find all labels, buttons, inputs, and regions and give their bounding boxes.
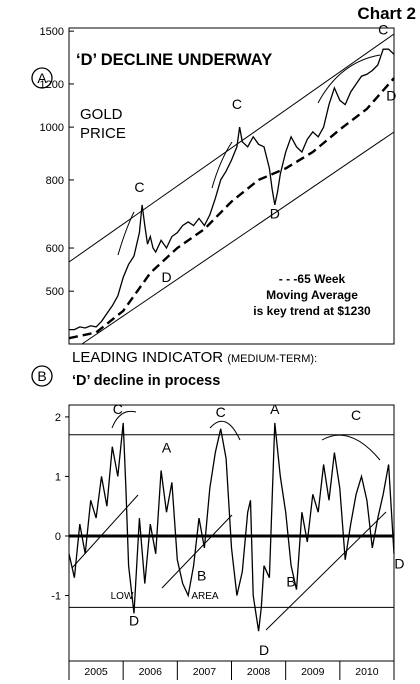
panel-a-moving-average-line <box>68 77 395 340</box>
panel-b-zone-label-low: LOW <box>111 591 134 602</box>
panel-b-annotation-d: D <box>394 556 404 572</box>
panel-b-zone-label-area: AREA <box>191 591 219 602</box>
panel-b-arc-c1 <box>111 410 137 429</box>
panel-b-annotation-d: D <box>129 612 139 628</box>
panel-a-ylabel-line2: PRICE <box>80 125 126 142</box>
panel-b: -1 0 1 2 C A B C A B C D D D LOW AREA <box>51 401 405 662</box>
panel-a-channel-upper <box>68 33 395 263</box>
panel-b-arc-c2 <box>209 420 241 441</box>
panel-a-frame <box>68 27 395 345</box>
panel-b-annotation-c: C <box>351 407 361 423</box>
panel-a-annotations: C C C D D D <box>134 21 396 285</box>
panel-a-y-tick-label: 500 <box>46 286 64 298</box>
panel-a-y-tick-label: 1500 <box>40 26 64 38</box>
panel-b-title: LEADING INDICATOR (MEDIUM-TERM): <box>72 349 317 366</box>
panel-a-badge <box>31 67 53 89</box>
panel-a-gold-price-line <box>69 48 395 331</box>
x-axis: 2005 2006 2007 2008 2009 2010 <box>68 660 395 680</box>
panel-b-title-main: LEADING INDICATOR <box>72 349 223 366</box>
panel-a-note-line1: - - -65 Week <box>279 272 346 286</box>
panel-a-title: ‘D’ DECLINE UNDERWAY <box>76 51 272 69</box>
panel-b-annotation-b: B <box>197 568 206 584</box>
panel-b-series <box>68 422 395 632</box>
panel-a-arc-c1 <box>117 211 135 256</box>
panel-b-arc-c3 <box>321 434 381 461</box>
panel-b-trend-2 <box>161 514 233 589</box>
panel-a-arc-c3 <box>317 54 381 104</box>
panel-b-indicator-line <box>68 422 395 632</box>
panel-b-title-suffix: (MEDIUM-TERM): <box>227 353 317 365</box>
panel-b-badge-letter: B <box>37 368 46 384</box>
panel-a-badge-letter: A <box>37 70 47 86</box>
panel-a-annotation-c: C <box>378 21 388 37</box>
panel-a-ylabel-line1: GOLD <box>80 106 123 123</box>
panel-b-reference-lines <box>69 434 394 608</box>
panel-a-y-tick-label: 1000 <box>40 122 64 134</box>
panel-a-y-tick-label: 800 <box>46 175 64 187</box>
panel-a-arc-c2 <box>211 141 233 189</box>
x-axis-year-label: 2010 <box>355 666 379 678</box>
panel-b-annotations: C A B C A B C D D D <box>113 401 405 658</box>
panel-a-series <box>68 48 395 340</box>
panel-b-y-ticks: -1 0 1 2 <box>51 412 69 603</box>
x-axis-year-label: 2009 <box>301 666 325 678</box>
panel-b-y-tick-label: 2 <box>55 412 61 424</box>
panel-a-note-line3: is key trend at $1230 <box>253 304 371 318</box>
panel-a-annotation-d: D <box>386 87 396 103</box>
panel-b-annotation-c: C <box>216 404 226 420</box>
panel-b-annotation-b: B <box>286 574 295 590</box>
panel-a-annotation-d: D <box>161 269 171 285</box>
x-axis-year-label: 2008 <box>247 666 271 678</box>
panel-b-annotation-a: A <box>270 401 280 417</box>
panel-a-annotation-d: D <box>270 205 280 221</box>
panel-b-badge <box>31 365 53 387</box>
panel-a-note-line2: Moving Average <box>266 288 358 302</box>
panel-a-annotation-c: C <box>232 96 242 112</box>
panel-b-y-tick-label: 0 <box>55 531 61 543</box>
panel-b-frame <box>68 404 395 662</box>
panel-a-y-tick-label: 600 <box>46 243 64 255</box>
panel-b-annotation-c: C <box>113 401 123 417</box>
panel-a-annotation-c: C <box>134 179 144 195</box>
x-axis-year-label: 2007 <box>193 666 217 678</box>
panel-a-channel-lower <box>81 131 395 345</box>
panel-b-subtitle: ‘D’ decline in process <box>72 373 220 389</box>
panel-b-trend-3 <box>265 511 387 631</box>
panel-b-annotation-d: D <box>259 642 269 658</box>
x-axis-year-label: 2006 <box>139 666 163 678</box>
panel-b-y-tick-label: -1 <box>51 591 61 603</box>
panel-b-y-tick-label: 1 <box>55 471 61 483</box>
x-axis-year-label: 2005 <box>84 666 108 678</box>
panel-b-annotation-a: A <box>162 440 172 456</box>
page-label: Chart 2 <box>357 4 416 23</box>
